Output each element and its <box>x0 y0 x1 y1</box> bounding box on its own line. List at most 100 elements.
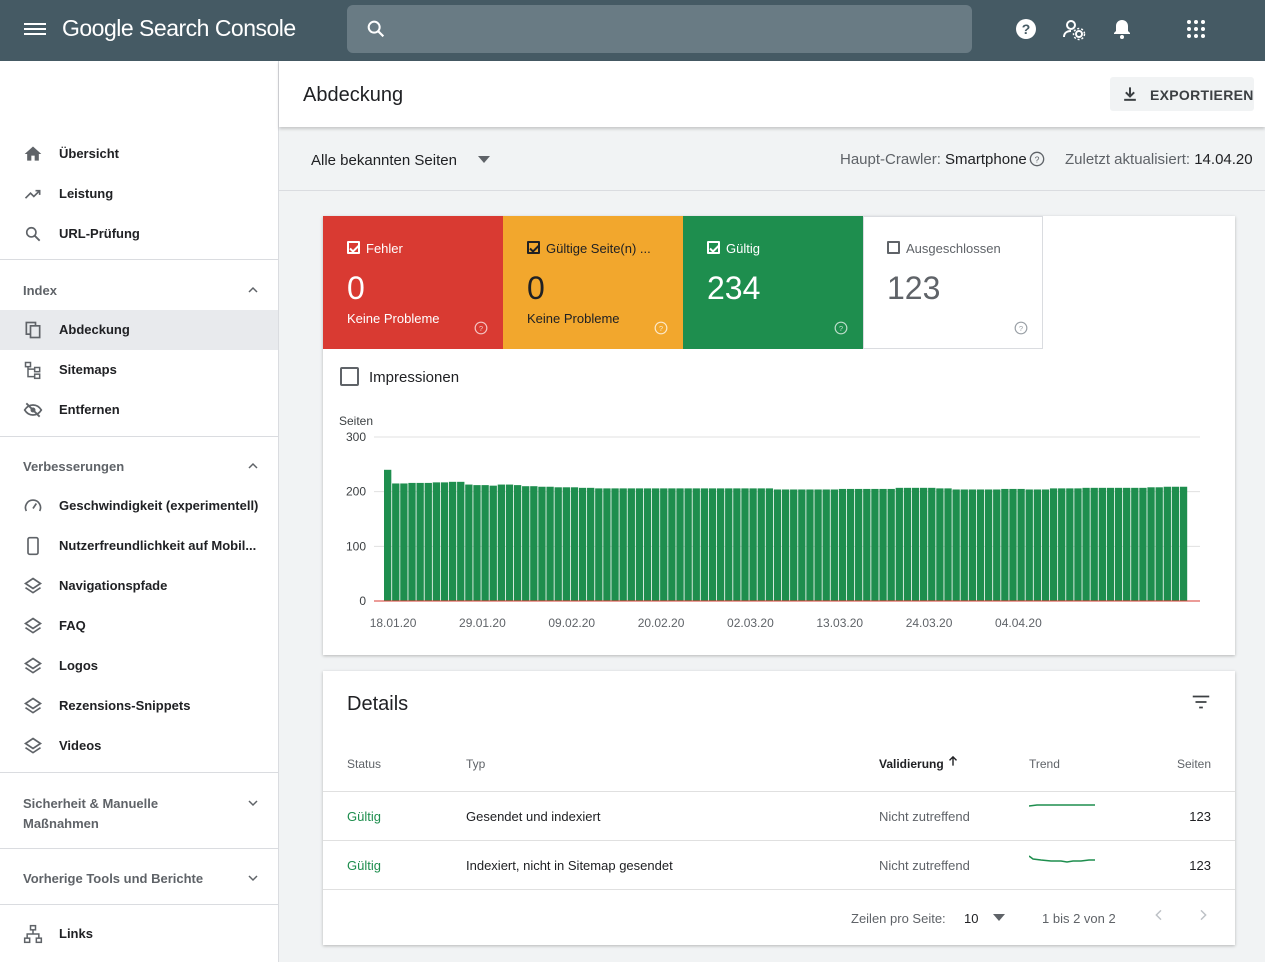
sidebar-item-coverage[interactable]: Abdeckung <box>0 310 278 350</box>
column-header-type[interactable]: Typ <box>466 757 486 771</box>
sidebar-item-label: Entfernen <box>59 402 120 417</box>
sidebar-item-performance[interactable]: Leistung <box>0 174 278 214</box>
row-status: Gültig <box>347 858 381 873</box>
help-icon[interactable]: ? <box>1014 17 1038 41</box>
tile-value: 0 <box>527 270 545 306</box>
bar <box>692 488 700 601</box>
bar <box>1049 488 1058 601</box>
row-pages: 123 <box>1189 809 1211 824</box>
bar <box>830 489 838 601</box>
section-index[interactable]: Index <box>0 270 278 310</box>
column-header-trend: Trend <box>1029 757 1060 771</box>
chevron-right-icon[interactable] <box>1195 907 1211 923</box>
sitemap-icon <box>24 361 41 380</box>
sidebar-item-label: Leistung <box>59 186 114 201</box>
divider <box>0 436 278 437</box>
help-circle-icon[interactable]: ? <box>474 321 488 335</box>
impressions-checkbox[interactable] <box>340 367 359 386</box>
dropdown-arrow-icon[interactable] <box>993 914 1005 922</box>
details-card: Details Status Typ Validierung Trend Sei… <box>323 671 1235 945</box>
scope-dropdown[interactable]: Alle bekannten Seiten <box>311 152 457 169</box>
row-validation: Nicht zutreffend <box>879 858 970 873</box>
checkbox-unchecked-icon[interactable] <box>887 241 900 254</box>
column-header-pages[interactable]: Seiten <box>1177 757 1212 771</box>
export-button[interactable]: EXPORTIEREN <box>1110 77 1254 111</box>
help-circle-icon[interactable]: ? <box>654 321 668 335</box>
rows-per-page-select[interactable]: 10 <box>964 911 979 926</box>
y-tick-label: 200 <box>346 485 366 499</box>
bar <box>838 488 847 601</box>
trend-sparkline <box>1029 804 1095 807</box>
layers-icon <box>23 657 43 674</box>
chevron-left-icon[interactable] <box>1151 907 1167 923</box>
svg-text:?: ? <box>1035 154 1040 164</box>
checkbox-checked-icon[interactable] <box>527 241 540 254</box>
bar <box>1082 487 1090 601</box>
sidebar-item-links[interactable]: Links <box>0 914 278 954</box>
help-circle-icon[interactable]: ? <box>1014 321 1028 335</box>
tile-valid-warnings[interactable]: Gültige Seite(n) ... 0 Keine Probleme ? <box>503 216 683 349</box>
bar <box>416 482 424 601</box>
x-tick-label: 13.03.20 <box>816 616 863 630</box>
sidebar-item-url-inspection[interactable]: URL-Prüfung <box>0 214 278 254</box>
bar <box>716 488 725 601</box>
bar <box>984 489 993 601</box>
settings-user-icon[interactable] <box>1062 17 1086 41</box>
page-header: Abdeckung EXPORTIEREN <box>279 61 1265 127</box>
filter-list-icon[interactable] <box>1190 691 1212 713</box>
y-tick-label: 300 <box>346 430 366 444</box>
arrow-upward-icon[interactable] <box>946 754 960 768</box>
apps-icon[interactable] <box>1184 17 1208 41</box>
sidebar-item-overview[interactable]: Übersicht <box>0 134 278 174</box>
bar <box>408 482 416 601</box>
y-tick-label: 0 <box>359 594 366 608</box>
checkbox-checked-icon[interactable] <box>347 241 360 254</box>
sidebar-item-videos[interactable]: Videos <box>0 726 278 766</box>
row-type: Gesendet und indexiert <box>466 809 601 824</box>
column-header-validation[interactable]: Validierung <box>879 757 944 771</box>
section-label: Vorherige Tools und Berichte <box>23 871 204 886</box>
sidebar-item-faq[interactable]: FAQ <box>0 606 278 646</box>
app-logo[interactable]: Google Search Console <box>62 15 296 41</box>
sidebar-item-speed[interactable]: Geschwindigkeit (experimentell) <box>0 486 278 526</box>
row-pages: 123 <box>1189 858 1211 873</box>
visibility-off-icon <box>23 402 43 418</box>
bar <box>1131 487 1139 601</box>
sidebar-item-review-snippets[interactable]: Rezensions-Snippets <box>0 686 278 726</box>
table-row[interactable]: Gültig Gesendet und indexiert Nicht zutr… <box>323 791 1235 840</box>
table-row[interactable]: Gültig Indexiert, nicht in Sitemap gesen… <box>323 840 1235 889</box>
sidebar-item-breadcrumbs[interactable]: Navigationspfade <box>0 566 278 606</box>
section-label: Verbesserungen <box>23 459 125 474</box>
bar <box>944 488 952 601</box>
sidebar-item-mobile-usability[interactable]: Nutzerfreundlichkeit auf Mobil... <box>0 526 278 566</box>
checkbox-checked-icon[interactable] <box>707 241 720 254</box>
menu-icon[interactable] <box>24 20 46 40</box>
bar <box>1098 487 1106 601</box>
sidebar-item-removals[interactable]: Entfernen <box>0 390 278 430</box>
bar <box>1106 487 1115 601</box>
tile-errors[interactable]: Fehler 0 Keine Probleme ? <box>323 216 503 349</box>
help-circle-icon[interactable]: ? <box>834 321 848 335</box>
tile-excluded[interactable]: Ausgeschlossen 123 ? <box>863 216 1043 349</box>
bar <box>814 489 822 601</box>
bar <box>1017 488 1025 601</box>
tile-label: Gültig <box>726 241 760 256</box>
search-input[interactable] <box>347 5 972 53</box>
help-circle-icon[interactable]: ? <box>1029 151 1045 167</box>
section-enhancements[interactable]: Verbesserungen <box>0 446 278 486</box>
sidebar-item-logos[interactable]: Logos <box>0 646 278 686</box>
sidebar-item-sitemaps[interactable]: Sitemaps <box>0 350 278 390</box>
last-updated: Zuletzt aktualisiert: 14.04.20 <box>1065 151 1253 168</box>
section-legacy-tools[interactable]: Vorherige Tools und Berichte <box>0 858 278 898</box>
bar <box>846 488 855 601</box>
notifications-icon[interactable] <box>1110 17 1134 41</box>
sidebar-item-label: Links <box>59 926 93 941</box>
tile-valid[interactable]: Gültig 234 ? <box>683 216 863 349</box>
section-security[interactable]: Sicherheit & Manuelle Maßnahmen <box>0 782 278 838</box>
column-header-status[interactable]: Status <box>347 757 382 771</box>
bar <box>676 488 684 601</box>
chevron-up-icon <box>248 286 258 293</box>
home-icon <box>24 146 42 161</box>
dropdown-arrow-icon[interactable] <box>478 156 490 164</box>
bar <box>928 487 936 601</box>
